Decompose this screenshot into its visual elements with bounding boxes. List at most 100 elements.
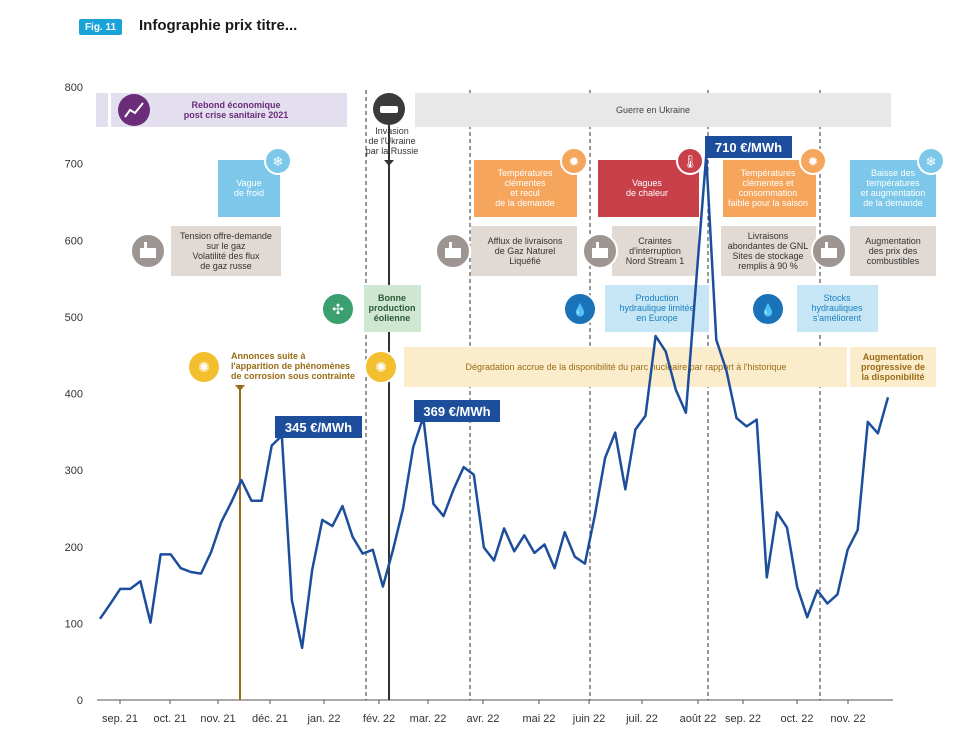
gas-plant-icon-4-chimney (825, 242, 828, 249)
snowflake-icon-2-glyph: ❄ (926, 154, 937, 169)
tension-gaz-label: Tension offre-demande sur le gaz Volatilit… (180, 231, 272, 271)
craintes-box (612, 226, 698, 276)
corrosion-label: Annonces suite à l'apparition de phénomèn… (231, 351, 355, 381)
x-tick-label: sep. 22 (725, 713, 761, 725)
nuclear-icon-2 (364, 350, 398, 384)
augmentation-dispo-box (850, 347, 936, 387)
tension-gaz-box (171, 226, 281, 276)
invasion-label: Invasion de l'Ukraine par la Russie (366, 126, 419, 156)
afflux-gnl-label: Afflux de livraisons de Gaz Naturel Liquéf… (488, 236, 563, 266)
invasion-arrow (384, 160, 394, 166)
gas-plant-icon-3-chimney (596, 242, 599, 249)
x-tick-label: juin 22 (572, 713, 605, 725)
x-tick-label: oct. 21 (153, 713, 186, 725)
x-tick-label: fév. 22 (363, 713, 395, 725)
price-callout-label: 369 €/MWh (423, 404, 490, 419)
figure-title: Infographie prix titre... (139, 17, 298, 34)
chart-growth-icon-glyph (124, 102, 144, 118)
snowflake-icon (264, 147, 292, 175)
gas-plant-icon-4-glyph (821, 248, 837, 258)
price-callout-label: 710 €/MWh (715, 140, 782, 155)
y-tick-label: 100 (65, 618, 83, 630)
sun-icon-2 (799, 147, 827, 175)
thermometer-icon-glyph: 🌡 (682, 154, 699, 169)
snowflake-icon-2 (917, 147, 945, 175)
price-callout-box (705, 136, 792, 158)
degradation-band (404, 347, 847, 387)
x-tick-label: oct. 22 (780, 713, 813, 725)
y-tick-label: 500 (65, 312, 83, 324)
corrosion-arrow (235, 385, 245, 391)
x-tick-label: déc. 21 (252, 713, 288, 725)
water-drop-icon-2-glyph: 💧 (761, 303, 776, 317)
nuclear-icon-glyph: ✺ (198, 359, 210, 375)
degradation-label: Dégradation accrue de la disponibilité d… (466, 362, 787, 372)
vague-froid-label: Vague de froid (234, 178, 264, 198)
eolienne-box (364, 285, 421, 332)
x-tick-label: nov. 21 (200, 713, 235, 725)
price-callout-label: 345 €/MWh (285, 420, 352, 435)
water-drop-icon-2 (751, 292, 785, 326)
rebond-label: Rebond économique post crise sanitaire 20… (184, 100, 289, 120)
y-tick-label: 600 (65, 235, 83, 247)
sun-icon-glyph: ✹ (569, 154, 580, 169)
nuclear-icon-2-glyph: ✺ (375, 359, 387, 375)
y-tick-label: 200 (65, 542, 83, 554)
augmentation-dispo-label: Augmentation progressive de la disponibili… (861, 352, 925, 382)
craintes-label: Craintes d'interruption Nord Stream 1 (626, 236, 685, 266)
nuclear-icon (187, 350, 221, 384)
gas-plant-icon-2-chimney (449, 242, 452, 249)
augmentation-prix-label: Augmentation des prix des combustibles (865, 236, 921, 266)
wind-turbine-icon-glyph: ✣ (332, 301, 344, 317)
afflux-gnl-box (471, 226, 577, 276)
sun-icon (560, 147, 588, 175)
vagues-chaleur-label: Vagues de chaleur (626, 178, 668, 198)
livraisons-gnl-label: Livraisons abondantes de GNL Sites de stoc… (728, 231, 809, 271)
tank-icon-glyph (380, 106, 398, 113)
gas-plant-icon-2-glyph (445, 248, 461, 258)
temp-clementes-1-label: Températures clémentes et recul de la deman… (495, 168, 555, 208)
x-tick-label: jan. 22 (306, 713, 340, 725)
x-tick-label: sep. 21 (102, 713, 138, 725)
gas-plant-icon-chimney (144, 242, 147, 249)
gas-plant-icon-glyph (140, 248, 156, 258)
x-tick-label: avr. 22 (466, 713, 499, 725)
x-tick-label: nov. 22 (830, 713, 865, 725)
x-tick-label: août 22 (680, 713, 717, 725)
guerre-band (415, 93, 891, 127)
figure-badge: Fig. 11 (79, 19, 122, 35)
water-drop-icon (563, 292, 597, 326)
baisse-temp-label: Baisse des températures et augmentation de … (861, 168, 926, 208)
y-tick-label: 700 (65, 159, 83, 171)
temp-clementes-2-label: Températures clémentes et consommation faib… (728, 168, 808, 208)
temp-clementes-2-box (723, 160, 816, 217)
snowflake-icon-glyph: ❄ (273, 154, 284, 169)
water-drop-icon-glyph: 💧 (573, 303, 588, 317)
x-tick-label: mai 22 (522, 713, 555, 725)
y-tick-label: 300 (65, 465, 83, 477)
livraisons-gnl-box (721, 226, 816, 276)
x-tick-label: mar. 22 (410, 713, 447, 725)
temp-clementes-1-box (474, 160, 577, 217)
price-series-line (98, 154, 890, 650)
x-tick-label: juil. 22 (625, 713, 658, 725)
y-tick-label: 400 (65, 389, 83, 401)
chart-growth-icon (118, 94, 150, 126)
eolienne-label: Bonne production éolienne (369, 293, 416, 323)
y-tick-label: 0 (77, 695, 83, 707)
gas-plant-icon-3-glyph (592, 248, 608, 258)
wind-turbine-icon (321, 292, 355, 326)
sun-icon-2-glyph: ✹ (808, 154, 819, 169)
hydraulique-label: Production hydraulique limitée en Europe (619, 293, 694, 323)
stocks-hydro-label: Stocks hydrauliques s'améliorent (811, 293, 863, 323)
rebond-band (111, 93, 347, 127)
stocks-hydro-box (797, 285, 878, 332)
thermometer-icon (676, 147, 704, 175)
augmentation-prix-box (850, 226, 936, 276)
price-callout-box (275, 416, 362, 438)
price-callout-box (414, 400, 500, 422)
y-tick-label: 800 (65, 82, 83, 94)
guerre-label: Guerre en Ukraine (616, 105, 690, 115)
rebond-band-start (96, 93, 108, 127)
